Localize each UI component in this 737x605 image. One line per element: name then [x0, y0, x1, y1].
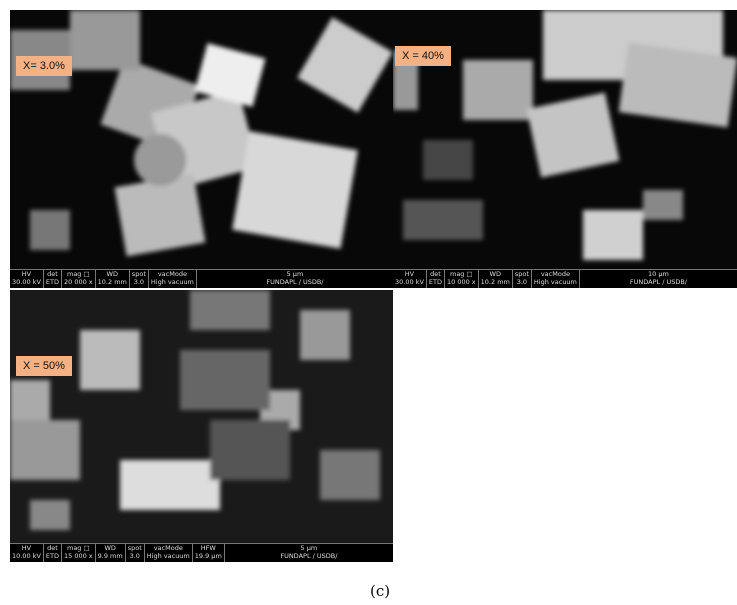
info-header: WD — [481, 270, 510, 278]
info-header: det — [46, 544, 59, 552]
info-header: vacMode — [151, 270, 194, 278]
panel-label: X= 3.0% — [16, 56, 72, 76]
panel-label: X = 40% — [395, 46, 451, 66]
info-value: 20 000 x — [64, 278, 93, 286]
info-header: HV — [395, 270, 424, 278]
info-value: 19.9 μm — [195, 552, 222, 560]
figure-caption: (c) — [370, 582, 390, 600]
info-value: 3.0 — [132, 278, 146, 286]
info-header: WD — [98, 270, 127, 278]
info-value: ETD — [46, 278, 59, 286]
info-cell: mag □20 000 x — [62, 270, 96, 288]
info-header: WD — [98, 544, 123, 552]
info-cell: mag □10 000 x — [445, 270, 479, 288]
info-header: mag □ — [64, 270, 93, 278]
info-header: det — [429, 270, 442, 278]
info-value: FUNDAPL / USDB/ — [199, 278, 391, 286]
info-value: ETD — [46, 552, 59, 560]
info-value: 30.00 kV — [12, 278, 41, 286]
info-value: 10.2 mm — [98, 278, 127, 286]
sem-image — [10, 290, 393, 544]
info-value: 10 000 x — [447, 278, 476, 286]
info-header: vacMode — [147, 544, 190, 552]
info-cell: mag □15 000 x — [62, 544, 96, 562]
info-value: ETD — [429, 278, 442, 286]
sem-image — [10, 10, 393, 270]
info-value: FUNDAPL / USDB/ — [227, 552, 391, 560]
info-header: mag □ — [64, 544, 93, 552]
info-value: 3.0 — [128, 552, 142, 560]
info-header: 10 μm — [582, 270, 735, 278]
info-header: mag □ — [447, 270, 476, 278]
info-value: 15 000 x — [64, 552, 93, 560]
info-header: HFW — [195, 544, 222, 552]
info-value: High vacuum — [534, 278, 577, 286]
info-header: HV — [12, 544, 41, 552]
info-header: HV — [12, 270, 41, 278]
info-header: det — [46, 270, 59, 278]
info-value: 10.2 mm — [481, 278, 510, 286]
info-header: spot — [515, 270, 529, 278]
info-value: 9.9 mm — [98, 552, 123, 560]
info-value: High vacuum — [151, 278, 194, 286]
info-header: spot — [128, 544, 142, 552]
info-header: vacMode — [534, 270, 577, 278]
page: X= 3.0% HV30.00 kVdetETDmag □20 000 xWD1… — [0, 0, 737, 605]
info-value: 30.00 kV — [395, 278, 424, 286]
info-header: spot — [132, 270, 146, 278]
info-header: 5 μm — [199, 270, 391, 278]
panel-label: X = 50% — [16, 356, 72, 376]
info-header: 5 μm — [227, 544, 391, 552]
info-value: 3.0 — [515, 278, 529, 286]
info-value: FUNDAPL / USDB/ — [582, 278, 735, 286]
info-value: High vacuum — [147, 552, 190, 560]
info-value: 10.00 kV — [12, 552, 41, 560]
